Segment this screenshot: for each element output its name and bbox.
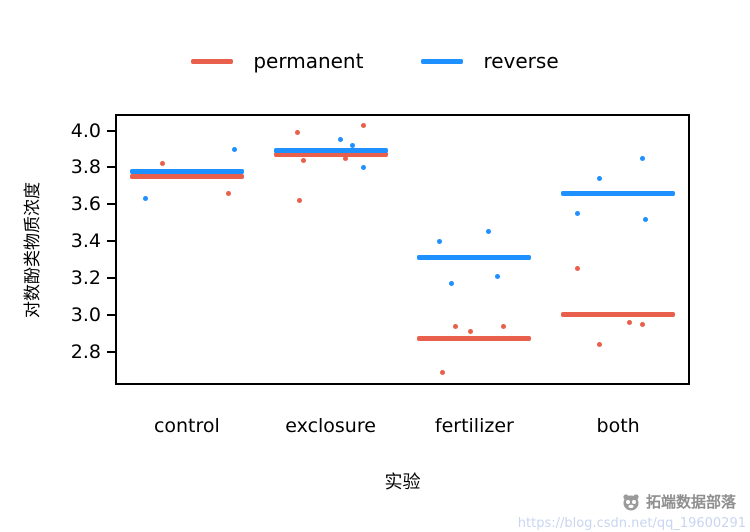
data-point-reverse xyxy=(338,137,344,143)
y-axis-title: 对数酚类物质浓度 xyxy=(23,182,43,318)
mean-line-reverse xyxy=(129,168,244,174)
y-tick-mark xyxy=(107,350,115,353)
watermark: 拓端数据部落 xyxy=(622,491,736,512)
data-point-reverse xyxy=(486,229,492,235)
mean-line-reverse xyxy=(273,148,388,154)
data-point-permanent xyxy=(640,321,646,327)
y-tick-label: 3.4 xyxy=(70,230,101,253)
legend-label-permanent: permanent xyxy=(253,49,364,73)
data-point-permanent xyxy=(440,369,446,375)
y-tick-mark xyxy=(107,277,115,280)
mean-line-reverse xyxy=(561,190,676,196)
data-point-permanent xyxy=(453,323,459,329)
x-category-label: both xyxy=(596,415,640,437)
data-point-reverse xyxy=(494,273,500,279)
data-point-permanent xyxy=(627,319,633,325)
y-tick-mark xyxy=(107,166,115,169)
data-point-reverse xyxy=(575,211,581,217)
legend-item-permanent: permanent xyxy=(191,49,363,73)
x-axis-title: 实验 xyxy=(384,472,421,493)
data-point-permanent xyxy=(300,157,306,163)
y-tick-label: 3.0 xyxy=(70,303,101,326)
data-point-permanent xyxy=(159,161,165,167)
data-point-permanent xyxy=(342,155,348,161)
y-tick-label: 3.6 xyxy=(70,193,101,216)
reverse-line-swatch xyxy=(421,58,464,64)
data-point-permanent xyxy=(226,190,232,196)
y-tick-mark xyxy=(107,129,115,132)
data-point-permanent xyxy=(295,129,301,135)
mean-line-permanent xyxy=(273,152,388,158)
y-tick-label: 3.8 xyxy=(70,156,101,179)
plot-border xyxy=(115,114,690,385)
y-tick-mark xyxy=(107,203,115,206)
data-point-permanent xyxy=(361,122,367,128)
data-point-reverse xyxy=(178,168,184,174)
y-tick-mark xyxy=(107,313,115,316)
data-point-permanent xyxy=(230,174,236,180)
data-point-reverse xyxy=(642,216,648,222)
data-point-permanent xyxy=(500,323,506,329)
data-point-reverse xyxy=(349,142,355,148)
mean-line-permanent xyxy=(417,336,532,342)
data-point-permanent xyxy=(296,198,302,204)
data-point-reverse xyxy=(142,196,148,202)
y-tick-label: 4.0 xyxy=(70,119,101,142)
x-category-label: fertilizer xyxy=(434,415,514,437)
watermark-url: https://blog.csdn.net/qq_19600291 xyxy=(517,516,746,531)
mean-line-permanent xyxy=(561,312,676,318)
data-point-reverse xyxy=(448,281,454,287)
data-point-reverse xyxy=(361,164,367,170)
data-point-permanent xyxy=(596,341,602,347)
legend: permanent reverse xyxy=(0,47,750,75)
legend-label-reverse: reverse xyxy=(483,49,559,73)
x-category-label: exclosure xyxy=(285,415,376,437)
data-point-reverse xyxy=(596,176,602,182)
data-point-reverse xyxy=(437,238,443,244)
watermark-brand: 拓端数据部落 xyxy=(645,493,736,511)
data-point-permanent xyxy=(467,329,473,335)
mean-line-permanent xyxy=(129,174,244,180)
watermark-logo-icon xyxy=(623,493,639,510)
y-tick-mark xyxy=(107,240,115,243)
data-point-permanent xyxy=(575,266,581,272)
permanent-line-swatch xyxy=(191,58,234,64)
data-point-reverse xyxy=(231,146,237,152)
legend-item-reverse: reverse xyxy=(421,49,559,73)
x-category-label: control xyxy=(153,415,220,437)
y-tick-label: 3.2 xyxy=(70,267,101,290)
mean-line-reverse xyxy=(417,255,532,261)
y-tick-label: 2.8 xyxy=(70,340,101,363)
data-point-reverse xyxy=(640,155,646,161)
